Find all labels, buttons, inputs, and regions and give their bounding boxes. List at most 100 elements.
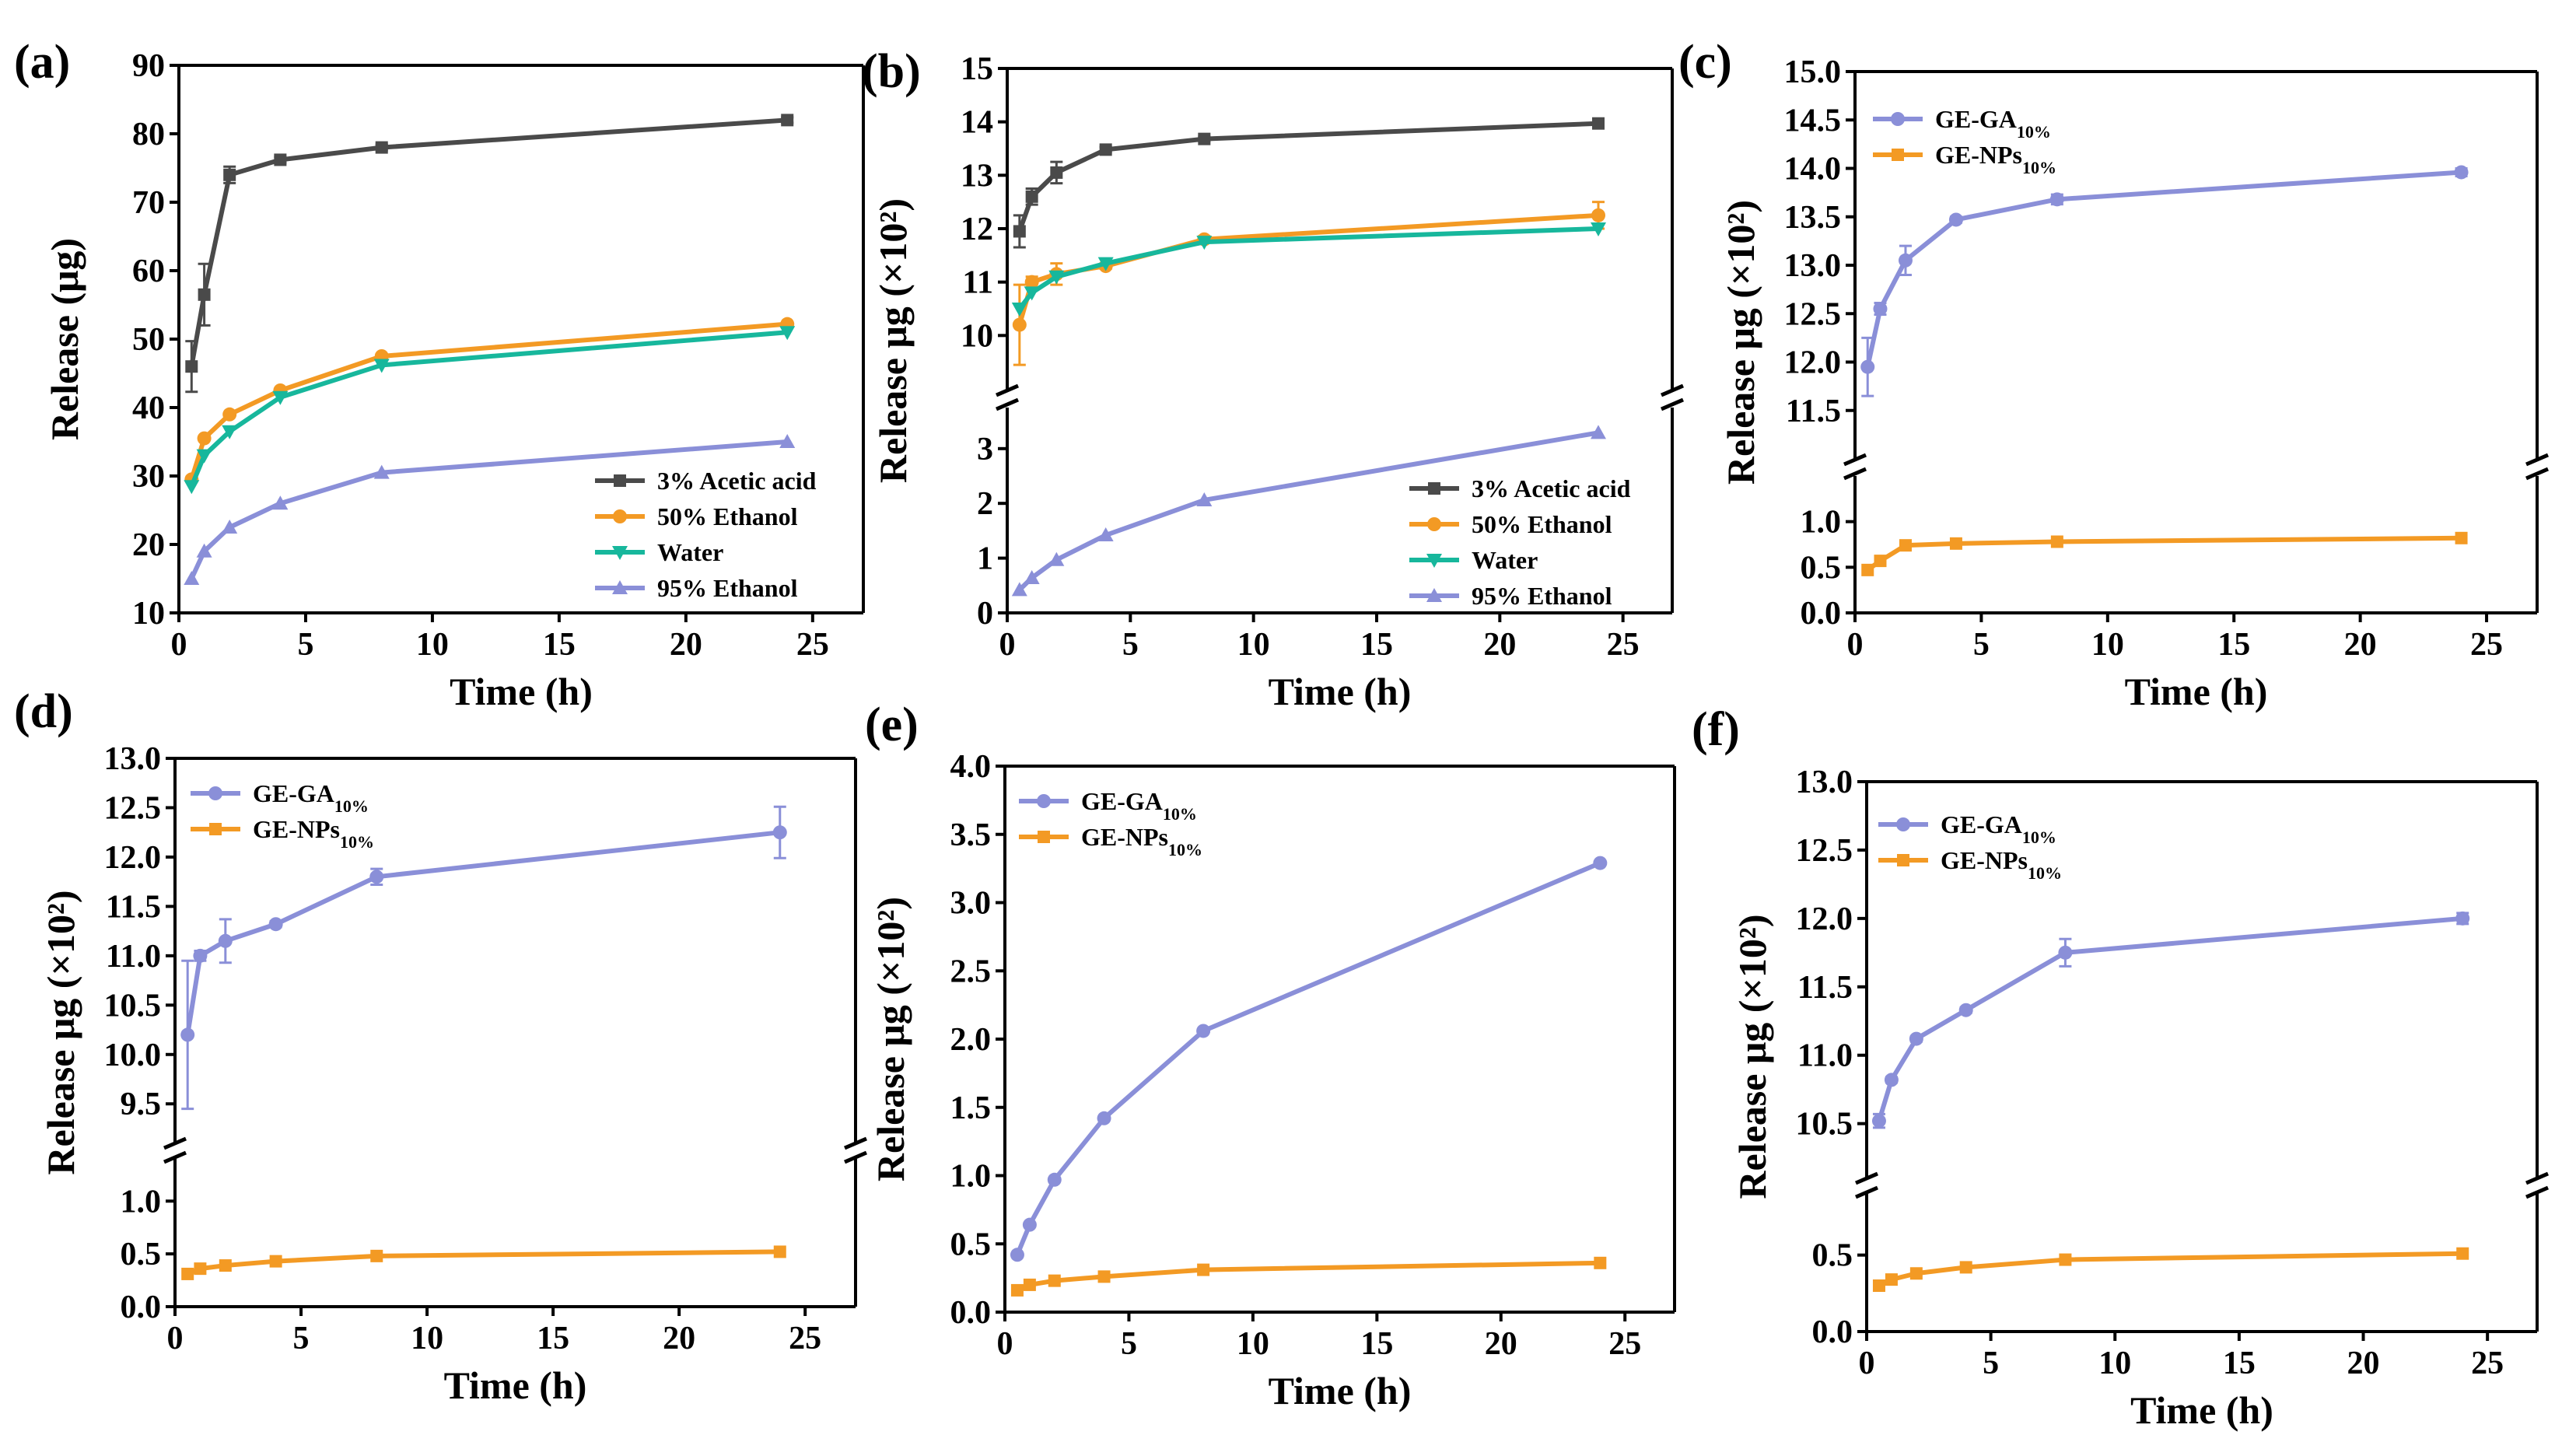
x-tick-label: 25: [1608, 1326, 1641, 1362]
axis-break-mark: [844, 1136, 867, 1150]
legend-marker: [613, 509, 627, 523]
x-tick-label: 10: [1237, 1326, 1269, 1362]
x-tick-label: 25: [2471, 1346, 2504, 1381]
data-point: [1022, 1217, 1037, 1232]
data-point: [1011, 582, 1027, 597]
x-tick-label: 15: [537, 1321, 569, 1356]
data-point: [1024, 286, 1040, 301]
data-point: [222, 407, 237, 422]
y-tick-label: 14.0: [1784, 152, 1842, 187]
data-point: [779, 326, 796, 341]
data-point: [222, 425, 238, 439]
y-tick-label: 11.0: [106, 939, 161, 975]
data-point: [373, 359, 390, 373]
series-ge-ga: [1871, 911, 2470, 1129]
series-line: [189, 330, 788, 488]
y-tick-label: 0.0: [121, 1290, 162, 1325]
data-point: [197, 431, 212, 446]
y-tick-label: 14.5: [1784, 103, 1842, 138]
y-axis-label: Release μg (×10²): [1731, 914, 1774, 1199]
data-point: [1097, 1270, 1111, 1283]
series-line: [185, 830, 781, 1035]
legend-label: Water: [657, 538, 723, 566]
series-ge-nps: [1010, 1256, 1607, 1297]
x-axis-label: Time (h): [1269, 670, 1412, 713]
y-tick-label: 12.5: [1796, 833, 1853, 869]
axis-break-mark: [1661, 383, 1684, 397]
y-tick-label: 13: [961, 158, 993, 194]
y-tick-label: 10: [132, 596, 165, 632]
y-tick-label: 12.0: [1784, 345, 1842, 381]
data-point: [1884, 1073, 1899, 1087]
y-tick-label: 0.5: [1812, 1238, 1853, 1274]
y-tick-label: 12: [961, 212, 993, 247]
data-point: [2059, 1253, 2072, 1266]
axis-break-mark: [996, 383, 1019, 397]
data-point: [1958, 1003, 1973, 1017]
legend-marker: [1892, 149, 1904, 161]
series-95-ethanol: [184, 434, 796, 585]
legend-marker: [1891, 112, 1905, 126]
axis-break-mark: [1855, 1185, 1878, 1199]
data-point: [1011, 303, 1027, 317]
data-point: [1593, 856, 1608, 870]
y-tick-label: 10.0: [104, 1038, 162, 1073]
legend-label: GE-NPs10%: [253, 815, 374, 852]
legend: GE-GA10%GE-NPs10%: [1873, 105, 2056, 177]
y-tick-label: 1.0: [950, 1159, 992, 1195]
legend-marker: [209, 823, 222, 835]
legend-label: 50% Ethanol: [1472, 510, 1612, 538]
x-axis-label: Time (h): [1269, 1369, 1412, 1412]
data-point: [2049, 192, 2064, 207]
x-tick-label: 20: [670, 627, 702, 663]
legend-label: Water: [1472, 546, 1538, 574]
y-tick-label: 0.5: [121, 1237, 162, 1272]
y-tick-label: 60: [132, 254, 165, 289]
data-point: [184, 480, 200, 495]
y-tick-label: 11.0: [1797, 1038, 1853, 1074]
data-point: [2058, 945, 2073, 960]
x-tick-label: 5: [1122, 627, 1139, 663]
data-point: [1592, 117, 1605, 130]
y-tick-label: 11.5: [1797, 970, 1853, 1006]
data-point: [1197, 1263, 1210, 1276]
axis-break-mark: [2525, 467, 2549, 481]
y-tick-label: 11: [962, 265, 993, 301]
x-tick-label: 5: [297, 627, 313, 663]
data-point: [1885, 1273, 1898, 1286]
x-tick-label: 15: [1360, 627, 1393, 663]
axis-break-mark: [844, 1150, 867, 1164]
data-point: [1097, 527, 1114, 542]
data-point: [1198, 132, 1211, 145]
axis-break-mark: [2525, 1171, 2549, 1185]
axis-break-mark: [2525, 453, 2549, 467]
y-tick-label: 0.5: [1801, 550, 1842, 586]
x-tick-label: 15: [2223, 1346, 2256, 1381]
data-point: [370, 1249, 383, 1262]
legend-label: GE-NPs10%: [1935, 141, 2056, 177]
y-axis-label: Release μg (×10²): [871, 198, 915, 483]
data-point: [1010, 1248, 1024, 1262]
data-point: [1023, 1278, 1036, 1291]
y-tick-label: 2.0: [950, 1022, 992, 1058]
data-point: [1860, 359, 1875, 374]
panel-label: (a): [14, 36, 70, 89]
series-ge-nps: [1861, 531, 2468, 576]
data-point: [1048, 270, 1065, 285]
x-tick-label: 0: [171, 627, 187, 663]
x-tick-label: 0: [1847, 627, 1864, 663]
x-tick-label: 20: [2344, 627, 2377, 663]
y-tick-label: 3.5: [950, 817, 992, 853]
data-point: [196, 449, 212, 464]
y-tick-label: 10.5: [104, 988, 162, 1024]
legend-marker: [1037, 794, 1051, 808]
data-point: [1050, 166, 1063, 179]
series-water: [1011, 222, 1606, 317]
axis-break-mark: [1855, 1171, 1878, 1185]
y-axis-label: Release μg (×10²): [1719, 200, 1762, 485]
x-tick-label: 10: [1237, 627, 1270, 663]
legend: GE-GA10%GE-NPs10%: [1019, 787, 1202, 859]
x-tick-label: 5: [1121, 1326, 1137, 1362]
data-point: [373, 464, 390, 479]
